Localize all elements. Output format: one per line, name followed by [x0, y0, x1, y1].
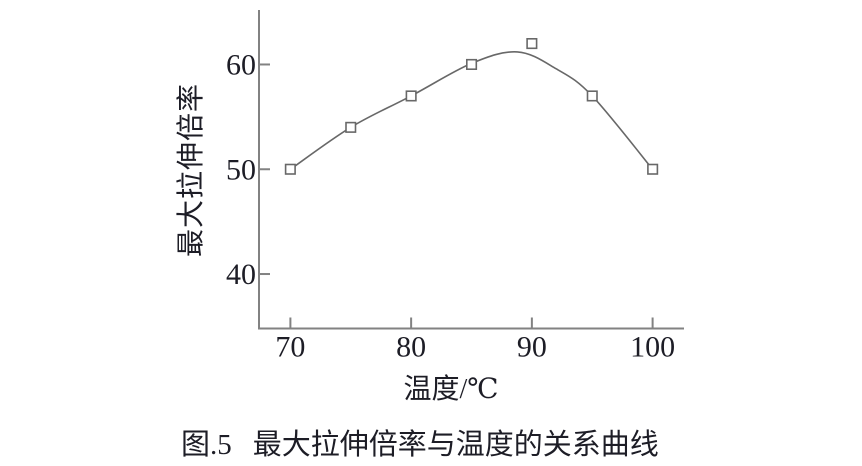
data-point [405, 90, 417, 102]
data-point [345, 121, 357, 133]
data-point [586, 90, 598, 102]
figure-caption: 图.5 最大拉伸倍率与温度的关系曲线 [181, 421, 659, 463]
data-point [284, 163, 296, 175]
x-axis-title: 温度/℃ [403, 374, 499, 405]
x-tick-label: 70 [275, 331, 305, 364]
x-tick-label: 90 [517, 331, 547, 364]
axes-lines [258, 10, 684, 330]
y-axis-title: 最大拉伸倍率 [176, 82, 207, 258]
caption-text: 最大拉伸倍率与温度的关系曲线 [252, 429, 659, 461]
data-point [465, 58, 478, 71]
data-point [526, 37, 538, 50]
y-tick-label: 60 [226, 48, 256, 81]
y-tick-label: 50 [226, 153, 256, 186]
x-tick-label: 80 [396, 331, 426, 364]
x-tick-label: 100 [630, 331, 675, 364]
caption-number: 图.5 [181, 429, 232, 461]
y-tick-label: 40 [226, 258, 256, 291]
data-point [647, 163, 659, 175]
